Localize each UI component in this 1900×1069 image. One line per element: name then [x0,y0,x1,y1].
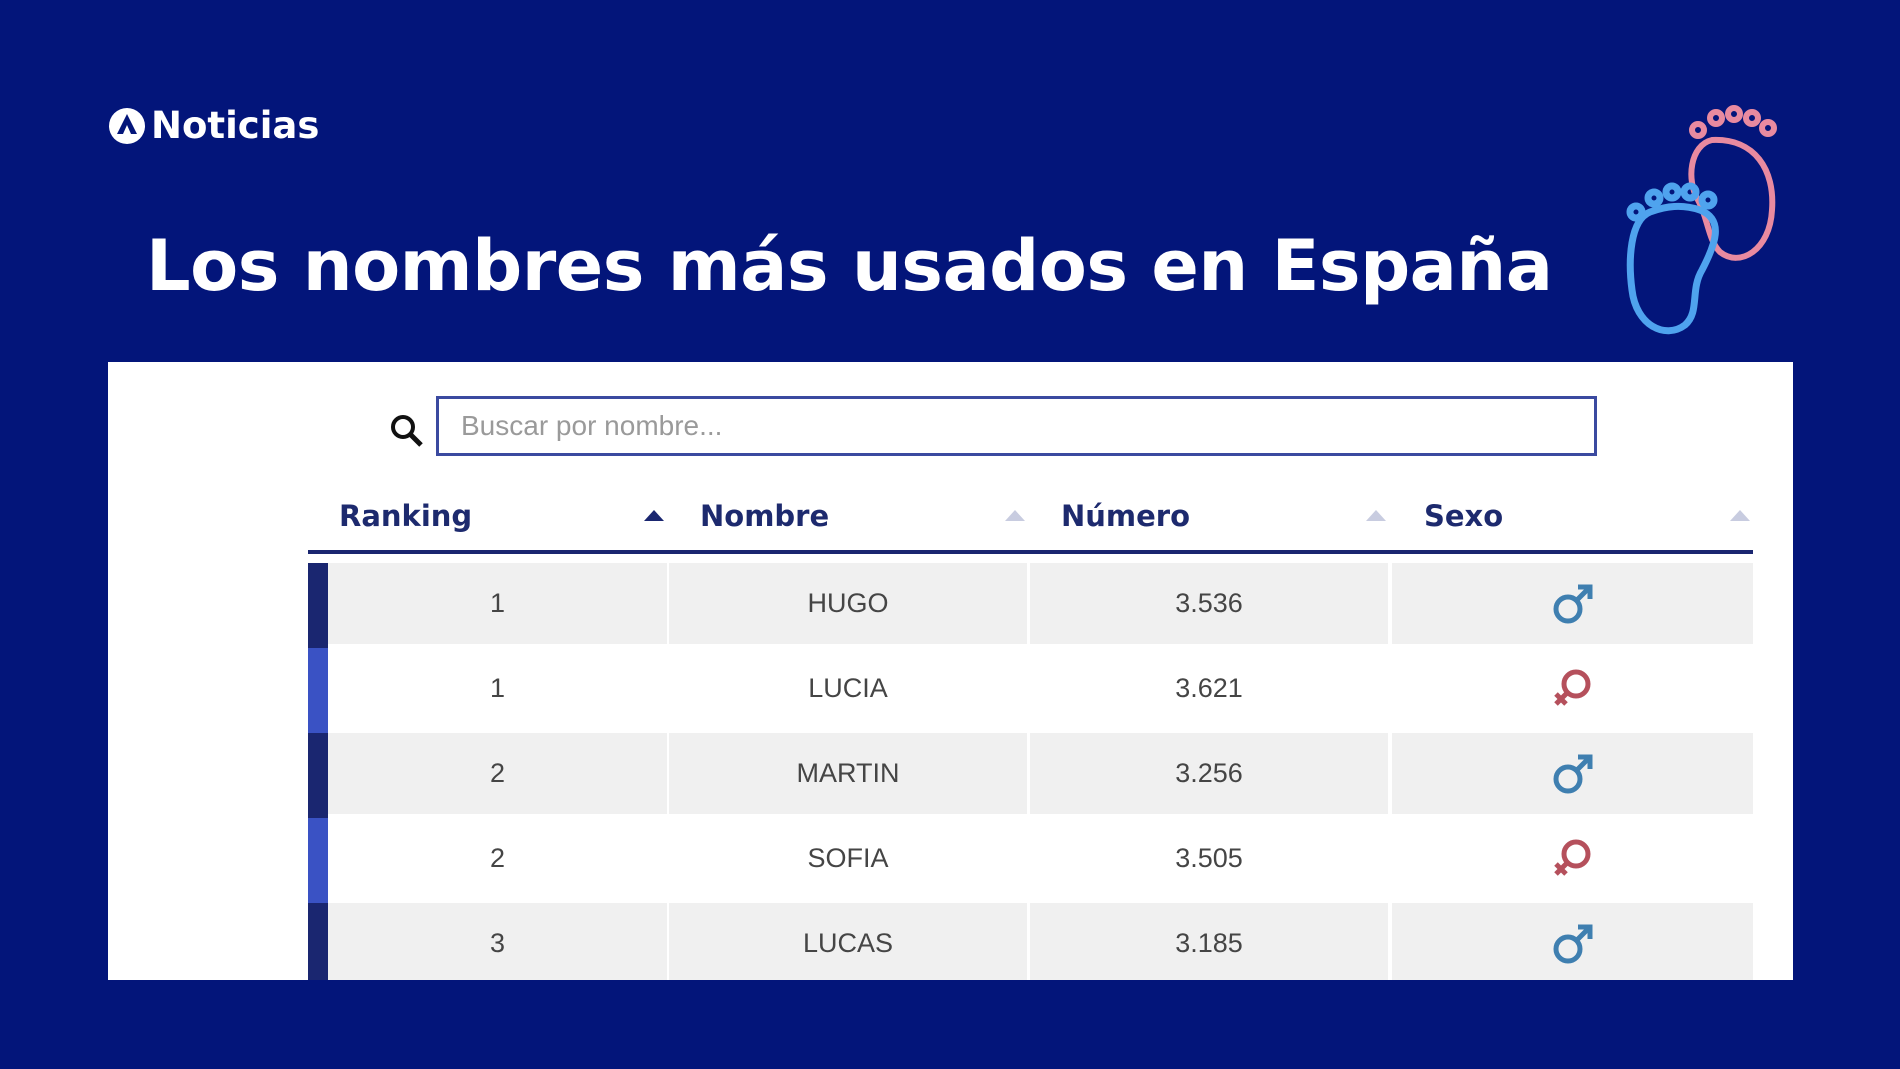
table-cell: HUGO [669,563,1027,644]
logo: Noticias [107,104,319,147]
table-cell: 1 [328,648,667,729]
table-row[interactable]: 2 SOFIA 3.505 [308,818,1753,903]
row-marker [308,733,328,818]
sort-arrow[interactable] [1005,510,1025,521]
table-row[interactable]: 1 LUCIA 3.621 [308,648,1753,733]
sort-arrow[interactable] [644,510,664,521]
table-cell: 3.621 [1030,648,1388,729]
sex-icon [1552,838,1594,880]
sex-icon [1552,583,1594,625]
column-header[interactable]: Número [1061,499,1191,533]
table-cell: MARTIN [669,733,1027,814]
row-marker [308,903,328,980]
search-input[interactable]: Buscar por nombre... [436,396,1597,456]
table-cell [1392,903,1753,980]
table-cell: 3.185 [1030,903,1388,980]
search-icon[interactable] [390,414,424,448]
row-marker [308,563,328,648]
row-marker [308,818,328,903]
sex-icon [1552,753,1594,795]
table-cell: 3.505 [1030,818,1388,899]
table-panel: Buscar por nombre... Ranking Nombre Núme… [108,362,1793,980]
column-header[interactable]: Sexo [1424,499,1504,533]
table-cell: 3.536 [1030,563,1388,644]
column-header[interactable]: Ranking [339,499,473,533]
table-cell: SOFIA [669,818,1027,899]
table-cell: 2 [328,733,667,814]
sort-arrow[interactable] [1730,510,1750,521]
table-cell [1392,648,1753,729]
table-cell: LUCIA [669,648,1027,729]
sex-icon [1552,923,1594,965]
table-cell [1392,818,1753,899]
row-marker [308,648,328,733]
table-cell: 2 [328,818,667,899]
column-header[interactable]: Nombre [700,499,830,533]
table-cell: LUCAS [669,903,1027,980]
header-underline [308,550,1753,554]
table-row[interactable]: 2 MARTIN 3.256 [308,733,1753,818]
table-cell: 3.256 [1030,733,1388,814]
table-cell [1392,563,1753,644]
logo-text: Noticias [151,104,320,147]
title: Los nombres más usados en España [146,225,1553,307]
table-row[interactable]: 3 LUCAS 3.185 [308,903,1753,980]
feet-icon [1626,105,1777,335]
sort-arrow[interactable] [1366,510,1386,521]
table-cell [1392,733,1753,814]
table-row[interactable]: 1 HUGO 3.536 [308,563,1753,648]
table-cell: 3 [328,903,667,980]
table-cell: 1 [328,563,667,644]
sex-icon [1552,668,1594,710]
logo-icon [109,107,145,144]
